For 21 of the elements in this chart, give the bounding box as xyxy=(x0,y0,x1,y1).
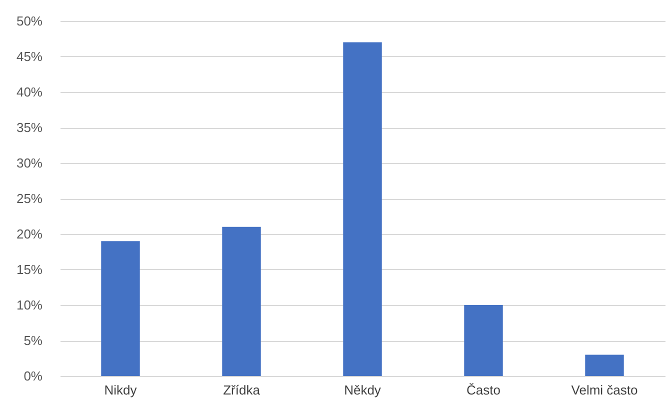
x-tick-label: Někdy xyxy=(344,382,382,398)
y-tick-label: 25% xyxy=(16,191,43,206)
y-tick-label: 15% xyxy=(16,262,43,277)
bar xyxy=(222,226,261,376)
y-tick-label: 35% xyxy=(16,120,43,135)
y-tick-label: 5% xyxy=(24,333,43,348)
y-tick-label: 0% xyxy=(24,368,43,384)
y-tick-label: 45% xyxy=(16,49,43,64)
y-tick-label: 30% xyxy=(16,156,43,170)
bar xyxy=(464,305,503,376)
bar xyxy=(343,42,382,376)
y-tick-label: 20% xyxy=(16,226,43,242)
y-tick-label: 10% xyxy=(16,298,43,312)
x-tick-label: Velmi často xyxy=(571,382,638,398)
y-tick-label: 50% xyxy=(16,14,43,28)
x-tick-label: Často xyxy=(466,382,500,398)
x-tick-label: Zřídka xyxy=(223,382,261,398)
bar xyxy=(101,241,140,376)
bar xyxy=(585,354,624,376)
x-tick-label: Nikdy xyxy=(104,382,138,398)
y-tick-label: 40% xyxy=(16,84,43,100)
